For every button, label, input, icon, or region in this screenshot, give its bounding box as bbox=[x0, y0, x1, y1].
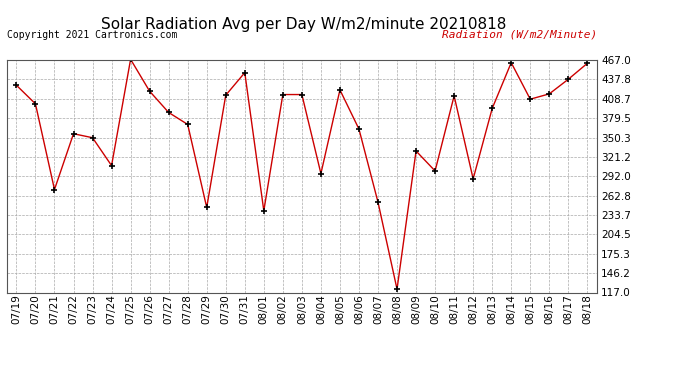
Text: Radiation (W/m2/Minute): Radiation (W/m2/Minute) bbox=[442, 30, 597, 40]
Text: Copyright 2021 Cartronics.com: Copyright 2021 Cartronics.com bbox=[7, 30, 177, 40]
Text: Solar Radiation Avg per Day W/m2/minute 20210818: Solar Radiation Avg per Day W/m2/minute … bbox=[101, 17, 506, 32]
